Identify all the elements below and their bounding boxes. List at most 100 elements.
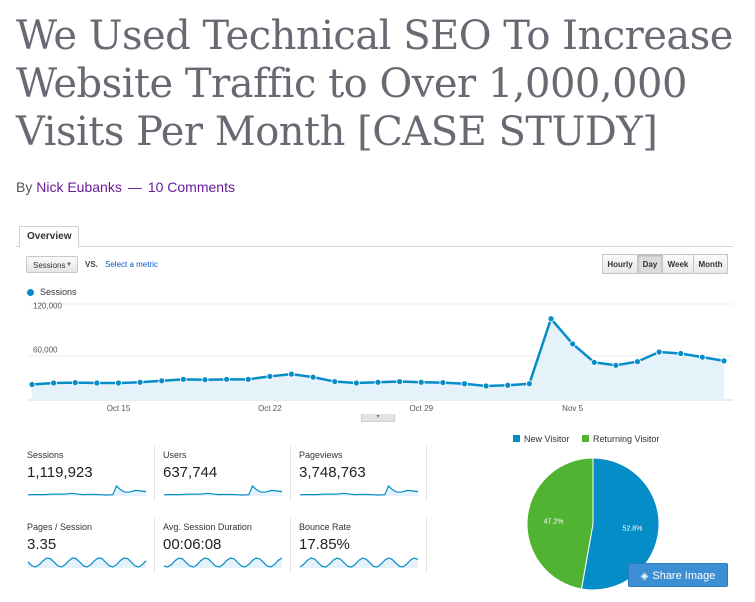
- legend-label: New Visitor: [524, 434, 570, 444]
- stat-label: Bounce Rate: [299, 522, 352, 532]
- stat-value: 17.85%: [299, 536, 350, 553]
- stat-label: Users: [163, 450, 187, 460]
- data-point: [201, 376, 209, 384]
- data-point: [461, 380, 468, 388]
- sessions-line-chart: 120,000 60,000 Oct 15 Oct 22 Oct 29 Nov 5: [28, 301, 733, 413]
- author-link[interactable]: Nick Eubanks: [36, 179, 122, 195]
- new-visitor-swatch: [513, 435, 520, 442]
- data-point: [677, 350, 685, 357]
- returning-visitor-swatch: [582, 435, 589, 442]
- sparkline: [299, 484, 419, 496]
- article-title: We Used Technical SEO To Increase Websit…: [16, 13, 733, 155]
- byline-separator: —: [127, 179, 142, 195]
- data-point: [179, 375, 187, 383]
- data-point: [482, 382, 490, 390]
- chart-scroll-handle[interactable]: ▾: [361, 414, 395, 422]
- comments-link[interactable]: 10 Comments: [147, 179, 235, 195]
- data-point: [309, 373, 317, 381]
- data-point: [525, 380, 533, 388]
- sparkline: [27, 557, 147, 568]
- pie-slice-label: 52.8%: [623, 525, 643, 532]
- sparkline: [27, 484, 147, 496]
- data-point: [374, 378, 382, 386]
- hourly-button[interactable]: Hourly: [602, 254, 638, 274]
- sparkline-line: [163, 557, 283, 568]
- data-point: [71, 379, 79, 387]
- tab-overview[interactable]: Overview: [19, 226, 80, 248]
- divider: [426, 446, 427, 500]
- data-point: [244, 375, 252, 383]
- sessions-legend-label: Sessions: [40, 287, 77, 297]
- sparkline-area: [28, 558, 146, 568]
- stat-label: Pageviews: [299, 450, 343, 460]
- series-area: [32, 318, 724, 400]
- data-point: [331, 378, 339, 385]
- divider: [426, 518, 427, 572]
- divider: [290, 518, 291, 572]
- sparkline-line: [163, 484, 283, 496]
- sparkline: [163, 484, 283, 496]
- stat-label: Sessions: [27, 450, 64, 460]
- data-point: [115, 379, 122, 387]
- sparkline-area: [300, 486, 418, 496]
- data-point: [720, 357, 728, 365]
- y-tick-label: 60,000: [33, 346, 58, 355]
- data-point: [547, 315, 555, 323]
- stat-value: 1,119,923: [27, 464, 93, 481]
- sessions-legend-dot: [27, 289, 34, 296]
- sparkline: [299, 557, 419, 568]
- tab-bar: Overview: [16, 226, 733, 248]
- legend-label: Returning Visitor: [593, 434, 660, 444]
- metric-select-label: Sessions: [33, 261, 66, 270]
- metric-select[interactable]: Sessions ▼: [26, 256, 78, 273]
- day-button[interactable]: Day: [637, 254, 663, 274]
- data-point: [612, 361, 620, 369]
- month-button[interactable]: Month: [693, 254, 728, 274]
- chevron-down-icon: ▼: [66, 262, 72, 268]
- data-point: [158, 377, 166, 385]
- sparkline-area: [164, 486, 282, 496]
- pie-slice: [526, 457, 594, 590]
- data-point: [590, 358, 598, 366]
- byline: By Nick Eubanks — 10 Comments: [16, 179, 235, 195]
- x-tick-label: Oct 29: [409, 404, 433, 413]
- data-point: [136, 378, 144, 386]
- data-point: [569, 340, 577, 348]
- share-image-button[interactable]: ◈ Share Image: [628, 563, 728, 587]
- share-image-label: Share Image: [652, 570, 716, 582]
- x-tick-label: Oct 15: [107, 404, 131, 413]
- sparkline-line: [27, 484, 147, 496]
- legend-returning-visitor: Returning Visitor: [582, 434, 659, 444]
- x-tick-label: Oct 22: [258, 404, 282, 413]
- divider: [154, 446, 155, 500]
- byline-prefix: By: [16, 179, 33, 195]
- sparkline-area: [28, 486, 146, 496]
- stat-value: 3.35: [27, 536, 57, 553]
- sparkline: [163, 557, 283, 568]
- visitor-pie-chart: 52.8% 47.2%: [526, 457, 660, 591]
- divider: [154, 518, 155, 572]
- data-point: [93, 379, 101, 387]
- stat-value: 00:06:08: [163, 536, 222, 553]
- stat-value: 3,748,763: [299, 464, 366, 481]
- data-point: [50, 379, 58, 387]
- data-point: [655, 348, 663, 356]
- sparkline-line: [299, 557, 419, 568]
- vs-label: VS.: [85, 260, 98, 269]
- legend-new-visitor: New Visitor: [513, 434, 569, 444]
- data-point: [417, 378, 425, 386]
- select-metric-link[interactable]: Select a metric: [105, 260, 158, 269]
- data-point: [396, 378, 404, 385]
- stat-label: Avg. Session Duration: [163, 522, 252, 532]
- data-point: [504, 381, 512, 389]
- divider: [290, 446, 291, 500]
- stat-value: 637,744: [163, 464, 218, 481]
- data-point: [288, 370, 295, 378]
- pie-slice-label: 47.2%: [544, 519, 564, 526]
- week-button[interactable]: Week: [662, 254, 694, 274]
- data-point: [439, 379, 447, 387]
- layers-icon: ◈: [640, 571, 649, 582]
- sparkline-line: [299, 484, 419, 496]
- x-tick-label: Nov 5: [562, 404, 583, 413]
- sparkline-area: [300, 558, 418, 568]
